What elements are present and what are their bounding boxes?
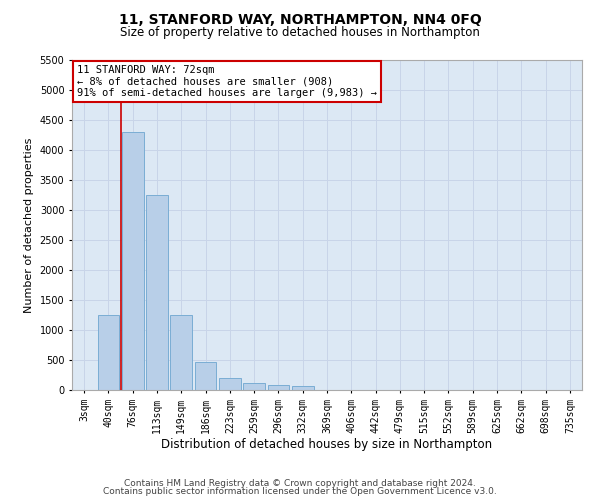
Bar xyxy=(122,132,143,390)
Text: Contains public sector information licensed under the Open Government Licence v3: Contains public sector information licen… xyxy=(103,487,497,496)
Bar xyxy=(146,195,168,390)
X-axis label: Distribution of detached houses by size in Northampton: Distribution of detached houses by size … xyxy=(161,438,493,452)
Bar xyxy=(170,315,192,390)
Bar xyxy=(268,385,289,390)
Bar xyxy=(97,315,119,390)
Y-axis label: Number of detached properties: Number of detached properties xyxy=(24,138,34,312)
Text: 11, STANFORD WAY, NORTHAMPTON, NN4 0FQ: 11, STANFORD WAY, NORTHAMPTON, NN4 0FQ xyxy=(119,12,481,26)
Bar xyxy=(243,384,265,390)
Text: Size of property relative to detached houses in Northampton: Size of property relative to detached ho… xyxy=(120,26,480,39)
Bar xyxy=(194,362,217,390)
Bar xyxy=(219,378,241,390)
Text: 11 STANFORD WAY: 72sqm
← 8% of detached houses are smaller (908)
91% of semi-det: 11 STANFORD WAY: 72sqm ← 8% of detached … xyxy=(77,65,377,98)
Bar xyxy=(292,386,314,390)
Text: Contains HM Land Registry data © Crown copyright and database right 2024.: Contains HM Land Registry data © Crown c… xyxy=(124,478,476,488)
